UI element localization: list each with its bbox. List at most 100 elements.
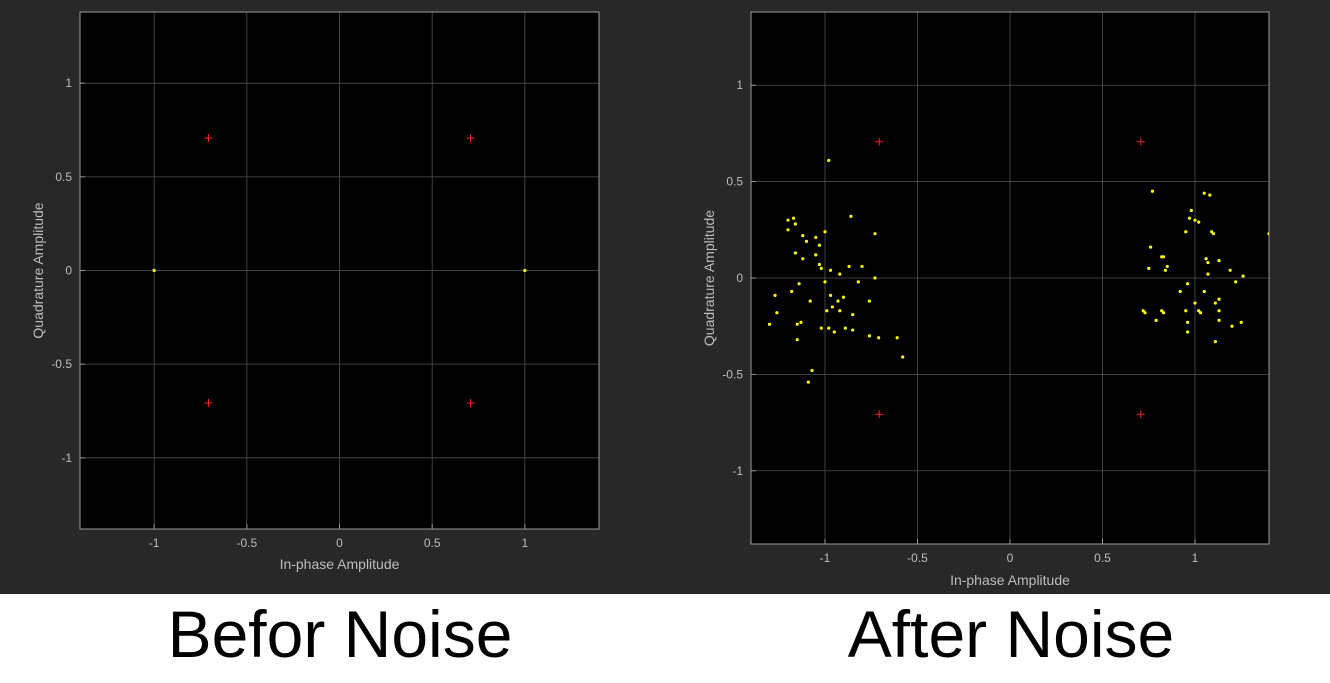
signal-point: [867, 299, 872, 303]
signal-point: [873, 276, 877, 280]
reference-point-marker: [1136, 137, 1145, 146]
signal-point: [1163, 268, 1167, 272]
signal-point: [851, 313, 855, 317]
reference-point-marker: [204, 398, 213, 407]
signal-point: [1234, 280, 1238, 284]
y-tick-label: 0: [65, 264, 72, 278]
signal-point: [1165, 264, 1169, 269]
caption-after-noise: After Noise: [847, 597, 1175, 671]
signal-point: [823, 230, 827, 234]
signal-point: [810, 368, 814, 373]
signal-point: [1206, 260, 1210, 265]
signal-point: [1197, 220, 1201, 224]
signal-point: [1206, 272, 1210, 276]
signal-point: [819, 326, 823, 330]
signal-point: [790, 289, 794, 294]
y-axis-label: Quadrature Amplitude: [701, 210, 717, 346]
x-axis-label: In-phase Amplitude: [950, 572, 1070, 588]
signal-point: [1186, 330, 1190, 334]
signal-point: [1149, 245, 1153, 249]
x-tick-label: 0: [1007, 551, 1014, 565]
x-tick-label: 1: [522, 536, 529, 550]
signal-point: [152, 268, 156, 273]
signal-point: [1204, 257, 1208, 261]
signal-point: [1241, 274, 1245, 278]
signal-point: [786, 218, 790, 222]
reference-point-marker: [875, 137, 884, 146]
signal-point: [838, 272, 842, 276]
signal-point: [1143, 311, 1147, 315]
signal-point: [1193, 218, 1197, 222]
signal-point: [851, 328, 855, 332]
signal-point: [795, 338, 799, 342]
y-tick-label: 0.5: [55, 170, 72, 184]
x-tick-label: 1: [1192, 551, 1199, 565]
signal-point: [827, 158, 831, 163]
signal-point: [877, 336, 881, 340]
signal-point: [795, 322, 799, 326]
data-marks: [767, 137, 1269, 419]
signal-point: [828, 268, 833, 272]
signal-point: [1217, 318, 1221, 323]
signal-point: [1213, 340, 1217, 344]
data-marks: [152, 134, 527, 407]
y-tick-label: -1: [61, 451, 72, 465]
signal-point: [1230, 324, 1234, 328]
signal-point: [1217, 297, 1221, 301]
signal-point: [827, 326, 831, 330]
plot-after-noise: -1 -0.5 0 0.5 1 -1 -0.5 0 0.5 1 In-phase Amplitude…: [701, 11, 1270, 588]
signal-point: [791, 216, 796, 220]
signal-point: [1193, 301, 1197, 305]
signal-point: [1186, 282, 1190, 286]
signal-point: [1267, 232, 1269, 236]
signal-point: [1213, 301, 1217, 305]
signal-point: [825, 309, 829, 313]
signal-point: [841, 295, 846, 299]
signal-point: [832, 330, 836, 334]
signal-point: [523, 268, 527, 273]
signal-point: [838, 309, 842, 313]
signal-point: [814, 253, 818, 257]
y-tick-label: 1: [65, 76, 72, 90]
reference-point-marker: [204, 134, 213, 143]
signal-point: [830, 305, 835, 309]
signal-point: [1160, 309, 1164, 313]
signal-point: [873, 232, 877, 236]
x-tick-label: 0.5: [1094, 551, 1111, 565]
x-tick-label: -0.5: [907, 551, 928, 565]
x-tick-label: -1: [820, 551, 831, 565]
signal-point: [1189, 208, 1193, 213]
signal-point: [814, 235, 818, 240]
plot-before-noise: -1 -0.5 0 0.5 1 -1 -0.5 0 0.5 1 In-phase Amplitude…: [30, 11, 600, 572]
signal-point: [1154, 318, 1158, 323]
signal-point: [767, 322, 772, 326]
x-tick-label: 0: [336, 536, 343, 550]
reference-point-marker: [1136, 410, 1145, 419]
signal-point: [808, 299, 812, 303]
signal-point: [1150, 189, 1155, 193]
signal-point: [847, 264, 851, 269]
signal-point: [1161, 255, 1166, 259]
signal-point: [775, 311, 779, 315]
signal-point: [1147, 266, 1151, 270]
signal-point: [1210, 230, 1214, 234]
signal-point: [843, 326, 847, 330]
signal-point: [806, 380, 810, 384]
figure-canvas: -1 -0.5 0 0.5 1 -1 -0.5 0 0.5 1 In-phase Amplitude…: [30, 11, 1270, 588]
signal-point: [1217, 259, 1221, 263]
x-tick-label: -1: [149, 536, 160, 550]
signal-point: [1202, 289, 1206, 294]
signal-point: [786, 228, 790, 232]
y-tick-label: 0.5: [726, 175, 743, 189]
signal-point: [1184, 230, 1188, 234]
reference-point-marker: [466, 398, 475, 407]
signal-point: [817, 262, 822, 267]
y-tick-label: 0: [736, 271, 743, 285]
signal-point: [1239, 320, 1243, 324]
signal-point: [1186, 320, 1190, 324]
x-tick-label: 0.5: [424, 536, 441, 550]
signal-point: [849, 214, 853, 218]
signal-point: [793, 251, 798, 255]
signal-point: [1217, 309, 1221, 313]
signal-point: [797, 282, 801, 286]
